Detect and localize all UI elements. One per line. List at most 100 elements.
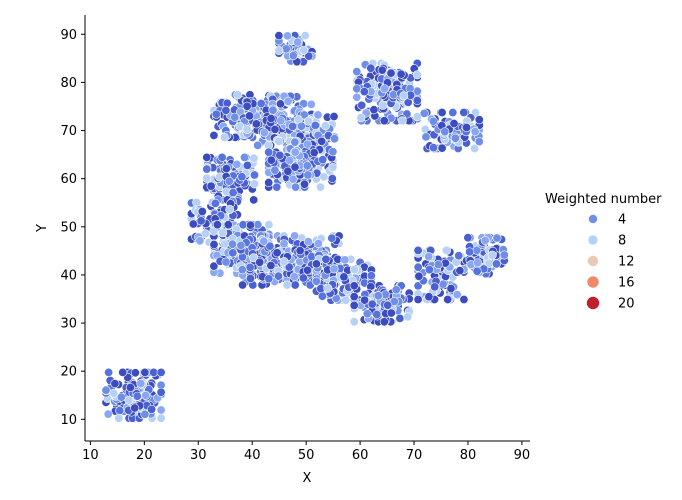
y-tick-label: 90 [60, 28, 77, 43]
scatter-point [299, 110, 309, 120]
scatter-point [318, 155, 328, 165]
scatter-point [240, 152, 250, 162]
scatter-point [299, 179, 309, 189]
scatter-point [296, 121, 306, 131]
scatter-point [206, 181, 216, 191]
scatter-point [424, 252, 434, 262]
scatter-point [369, 105, 379, 115]
scatter-point [276, 116, 286, 126]
scatter-point [246, 220, 256, 230]
scatter-point [443, 294, 453, 304]
scatter-point [209, 240, 219, 250]
scatter-point [250, 179, 260, 189]
legend-title: Weighted number [545, 192, 662, 207]
scatter-point [141, 390, 151, 400]
scatter-point [302, 139, 312, 149]
scatter-point [340, 255, 350, 265]
scatter-point [290, 137, 300, 147]
scatter-point [373, 291, 383, 301]
scatter-point [228, 248, 238, 258]
scatter-point [110, 379, 120, 389]
scatter-point [249, 253, 259, 263]
scatter-point [379, 84, 389, 94]
scatter-point [109, 388, 119, 398]
scatter-point [437, 143, 447, 153]
scatter-point [455, 266, 465, 276]
scatter-point [499, 250, 509, 260]
scatter-point [273, 271, 283, 281]
scatter-point [236, 240, 246, 250]
scatter-point [290, 147, 300, 157]
scatter-point [356, 113, 366, 123]
scatter-point [412, 70, 422, 80]
scatter-point [327, 233, 337, 243]
y-tick-label: 70 [60, 124, 77, 139]
scatter-point [291, 182, 301, 192]
scatter-point [274, 31, 284, 41]
legend-label: 16 [618, 276, 635, 291]
scatter-point [362, 309, 372, 319]
scatter-point [283, 96, 293, 106]
scatter-point [221, 105, 231, 115]
scatter-point [242, 124, 252, 134]
scatter-point [264, 147, 274, 157]
scatter-point [242, 101, 252, 111]
scatter-point [289, 272, 299, 282]
scatter-point [125, 382, 135, 392]
scatter-point [156, 387, 166, 397]
scatter-point [299, 45, 309, 55]
scatter-point [116, 392, 126, 402]
legend-marker [586, 296, 600, 310]
scatter-point [341, 295, 351, 305]
y-tick-label: 30 [60, 317, 77, 332]
legend-marker [586, 275, 600, 289]
scatter-point [329, 134, 339, 144]
scatter-point [259, 236, 269, 246]
scatter-point [452, 290, 462, 300]
scatter-point [103, 409, 113, 419]
scatter-point [311, 259, 321, 269]
scatter-point [309, 148, 319, 158]
scatter-point [196, 216, 206, 226]
scatter-point [245, 111, 255, 121]
y-tick-label: 20 [60, 365, 77, 380]
scatter-point [225, 204, 235, 214]
scatter-point [212, 220, 222, 230]
scatter-point [275, 150, 285, 160]
scatter-point [470, 127, 480, 137]
scatter-point [256, 99, 266, 109]
scatter-point [395, 313, 405, 323]
scatter-point [352, 92, 362, 102]
scatter-point [383, 300, 393, 310]
scatter-point [449, 119, 459, 129]
scatter-point [266, 155, 276, 165]
scatter-point [328, 162, 338, 172]
scatter-point [272, 182, 282, 192]
scatter-point [282, 280, 292, 290]
scatter-point [147, 404, 157, 414]
scatter-point [352, 67, 362, 77]
scatter-point [413, 294, 423, 304]
scatter-point [300, 31, 310, 41]
y-tick-label: 40 [60, 268, 77, 283]
scatter-point [357, 100, 367, 110]
scatter-point [399, 91, 409, 101]
scatter-point [379, 116, 389, 126]
y-tick-label: 60 [60, 172, 77, 187]
scatter-points [101, 31, 509, 423]
scatter-point [233, 90, 243, 100]
scatter-point [195, 236, 205, 246]
scatter-point [211, 109, 221, 119]
scatter-point [288, 51, 298, 61]
scatter-point [268, 105, 278, 115]
scatter-point [310, 120, 320, 130]
axes [84, 15, 530, 442]
scatter-point [249, 153, 259, 163]
scatter-point [378, 100, 388, 110]
y-tick-label: 10 [60, 413, 77, 428]
x-tick-label: 60 [352, 448, 369, 463]
scatter-point [459, 108, 469, 118]
scatter-point [210, 198, 220, 208]
scatter-point [228, 239, 238, 249]
scatter-point [224, 176, 234, 186]
